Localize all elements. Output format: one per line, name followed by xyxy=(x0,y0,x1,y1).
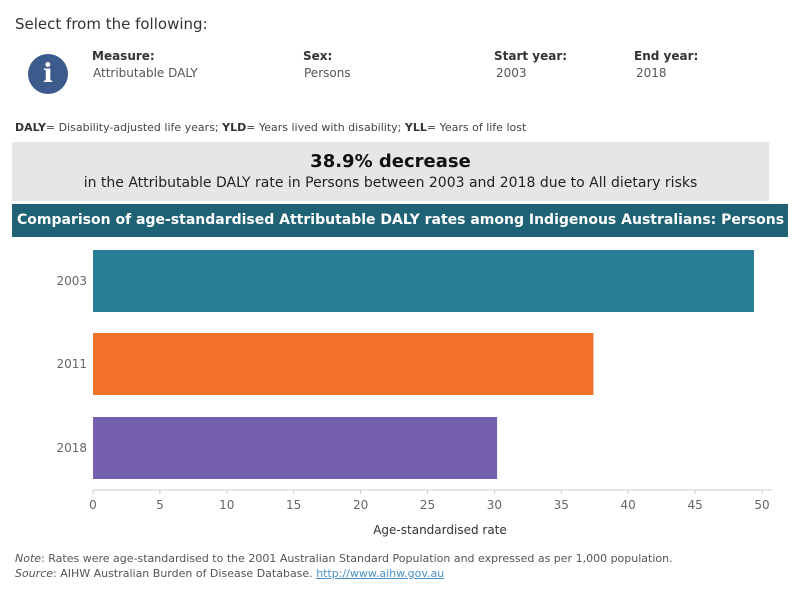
source-label: Source xyxy=(15,567,54,580)
measure-value[interactable]: Attributable DALY xyxy=(93,66,198,80)
x-tick-label-50: 50 xyxy=(754,498,769,512)
select-prompt: Select from the following: xyxy=(15,15,208,33)
x-tick-label-45: 45 xyxy=(687,498,702,512)
info-icon[interactable]: i xyxy=(28,54,68,94)
yld-abbrev: YLD xyxy=(222,121,247,134)
bar-2003[interactable] xyxy=(93,250,754,312)
yld-definition: = Years lived with disability; xyxy=(246,121,405,134)
source-link[interactable]: http://www.aihw.gov.au xyxy=(316,567,445,580)
summary-box: 38.9% decrease in the Attributable DALY … xyxy=(12,142,769,201)
x-tick-label-25: 25 xyxy=(420,498,435,512)
summary-headline: 38.9% decrease xyxy=(310,151,471,172)
x-tick-label-30: 30 xyxy=(487,498,502,512)
sex-label: Sex: xyxy=(303,49,333,63)
start-year-value[interactable]: 2003 xyxy=(496,66,527,80)
notes: Note: Rates were age-standardised to the… xyxy=(15,551,673,581)
category-label-2003: 2003 xyxy=(56,274,87,288)
sex-value[interactable]: Persons xyxy=(304,66,351,80)
category-label-2011: 2011 xyxy=(56,357,87,371)
x-tick-label-5: 5 xyxy=(156,498,164,512)
bar-2018[interactable] xyxy=(93,417,498,479)
abbreviations-legend: DALY= Disability-adjusted life years; YL… xyxy=(15,121,526,134)
bar-2011[interactable] xyxy=(93,333,594,395)
x-axis-label: Age-standardised rate xyxy=(373,523,507,537)
category-label-2018: 2018 xyxy=(56,441,87,455)
end-year-value[interactable]: 2018 xyxy=(636,66,667,80)
measure-label: Measure: xyxy=(92,49,155,63)
chart-header: Comparison of age-standardised Attributa… xyxy=(12,204,788,237)
daly-definition: = Disability-adjusted life years; xyxy=(45,121,223,134)
note-label: Note xyxy=(15,552,42,565)
start-year-label: Start year: xyxy=(494,49,568,63)
note-text: : Rates were age-standardised to the 200… xyxy=(41,552,673,565)
daly-abbrev: DALY xyxy=(15,121,46,134)
x-tick-label-20: 20 xyxy=(353,498,368,512)
x-tick-label-35: 35 xyxy=(554,498,569,512)
note-line: Note: Rates were age-standardised to the… xyxy=(15,551,673,566)
summary-detail: in the Attributable DALY rate in Persons… xyxy=(83,175,698,191)
bar-chart: 2003 2011 2018 0 5 10 15 20 25 30 35 40 45 50 Age-stan… xyxy=(56,250,772,537)
end-year-label: End year: xyxy=(634,49,699,63)
x-tick-label-40: 40 xyxy=(621,498,636,512)
yll-definition: = Years of life lost xyxy=(426,121,527,134)
x-tick-label-0: 0 xyxy=(89,498,97,512)
chart-title: Comparison of age-standardised Attributa… xyxy=(17,212,785,228)
x-tick-label-10: 10 xyxy=(219,498,234,512)
source-text: : AIHW Australian Burden of Disease Data… xyxy=(53,567,317,580)
source-line: Source: AIHW Australian Burden of Diseas… xyxy=(15,566,673,581)
x-tick-label-15: 15 xyxy=(286,498,301,512)
yll-abbrev: YLL xyxy=(404,121,427,134)
